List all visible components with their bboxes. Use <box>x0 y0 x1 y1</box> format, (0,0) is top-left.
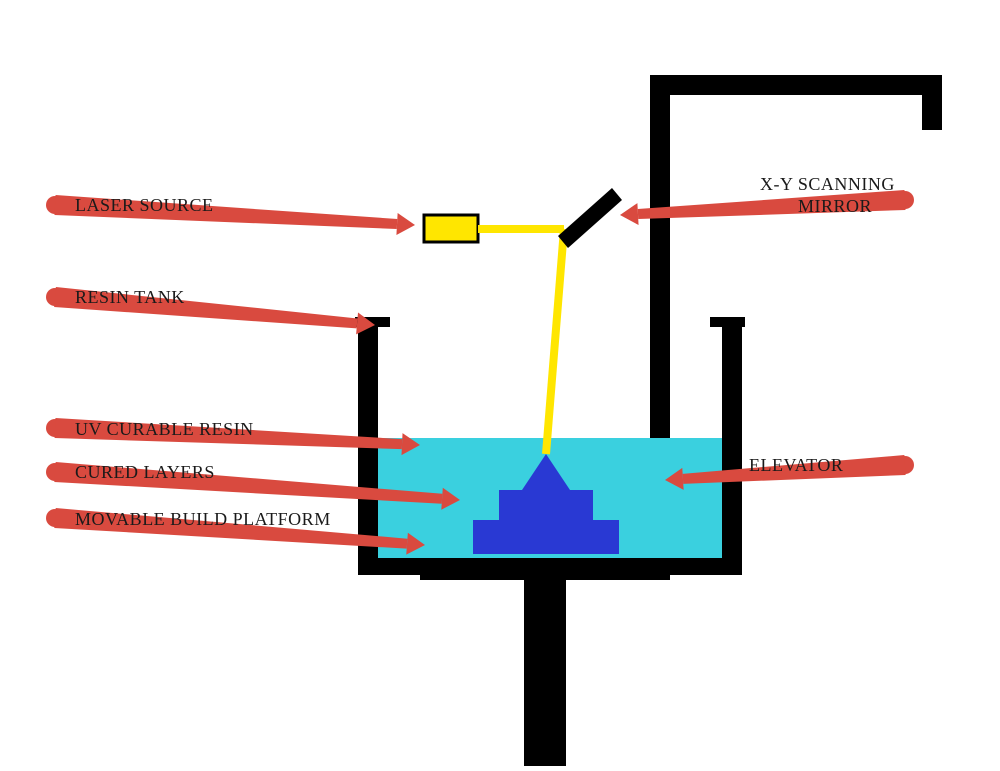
label-resin-tank: RESIN TANK <box>75 287 185 308</box>
laser-source-body <box>424 215 478 242</box>
scanning-mirror <box>558 188 622 248</box>
platform-stem <box>524 555 566 766</box>
elevator-top-drop <box>922 75 942 130</box>
label-elevator: ELEVATOR <box>749 455 843 476</box>
cured-layer-bot <box>473 520 619 554</box>
cured-layer-mid <box>499 490 593 520</box>
callout-head-laser-source <box>396 213 415 235</box>
label-mirror-line1: X-Y SCANNING <box>760 174 895 195</box>
label-cured-layers: CURED LAYERS <box>75 462 215 483</box>
tank-right-cap <box>710 317 745 327</box>
label-uv-resin: UV CURABLE RESIN <box>75 419 254 440</box>
tank-right-wall <box>722 327 742 575</box>
label-laser-source: LASER SOURCE <box>75 195 214 216</box>
elevator-top-bar <box>650 75 942 95</box>
diagram-svg <box>0 0 1000 766</box>
label-platform: MOVABLE BUILD PLATFORM <box>75 509 331 530</box>
sla-diagram: LASER SOURCE RESIN TANK UV CURABLE RESIN… <box>0 0 1000 766</box>
label-mirror-line2: MIRROR <box>798 196 872 217</box>
callout-head-mirror <box>620 203 639 225</box>
laser-beam-vertical <box>546 229 564 454</box>
